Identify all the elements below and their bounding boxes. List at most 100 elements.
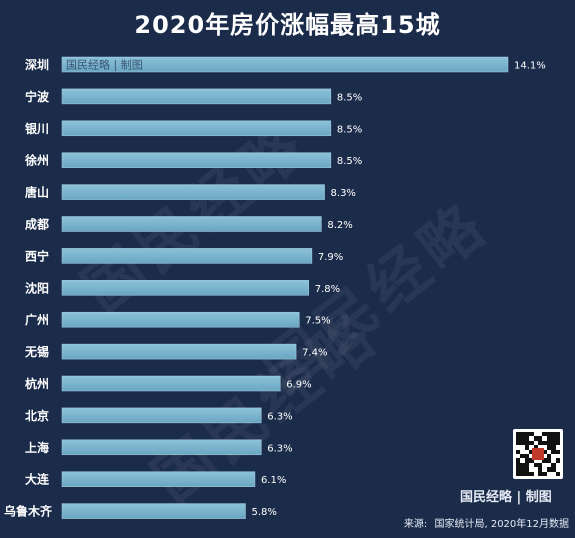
source-label: 来源: xyxy=(403,519,428,530)
qr-module xyxy=(520,432,525,437)
qr-module xyxy=(524,440,530,446)
qr-module xyxy=(546,458,552,463)
value-label: 7.5% xyxy=(305,316,330,327)
qr-module xyxy=(529,458,534,463)
value-label: 6.9% xyxy=(286,380,311,391)
qr-module xyxy=(555,471,560,476)
qr-module xyxy=(529,432,534,437)
qr-module xyxy=(520,467,525,472)
bar xyxy=(61,407,262,424)
brand-label: 国民经略 | 制图 xyxy=(460,490,552,505)
qr-module xyxy=(538,467,543,472)
qr-module xyxy=(542,432,547,437)
value-label: 14.1% xyxy=(514,61,546,72)
category-label: 唐山 xyxy=(25,185,49,200)
qr-module xyxy=(542,440,547,446)
category-label: 银川 xyxy=(25,121,49,136)
qr-module xyxy=(551,445,556,450)
bar xyxy=(61,152,332,168)
bar xyxy=(61,375,281,392)
value-label: 8.5% xyxy=(337,92,362,103)
qr-module xyxy=(524,432,530,437)
value-label: 7.9% xyxy=(318,252,343,263)
qr-module xyxy=(516,432,521,437)
qr-module xyxy=(533,462,538,468)
category-label: 大连 xyxy=(25,472,50,487)
qr-module xyxy=(516,471,521,476)
qr-module xyxy=(524,445,530,450)
qr-module xyxy=(551,462,556,468)
qr-module xyxy=(542,449,547,454)
value-label: 8.5% xyxy=(337,124,362,135)
qr-module xyxy=(520,440,525,446)
bar xyxy=(61,503,246,519)
qr-module xyxy=(520,462,525,468)
qr-module xyxy=(524,436,530,441)
category-label: 杭州 xyxy=(25,376,49,391)
qr-center-logo xyxy=(532,448,544,460)
qr-module xyxy=(529,471,534,476)
qr-module xyxy=(516,436,521,441)
qr-module xyxy=(546,440,552,446)
category-label: 乌鲁木齐 xyxy=(4,504,53,519)
qr-module xyxy=(546,445,552,450)
qr-module xyxy=(524,467,530,472)
category-label: 成都 xyxy=(25,217,49,232)
qr-module xyxy=(529,440,534,446)
qr-module xyxy=(538,462,543,468)
qr-module xyxy=(555,458,560,463)
value-label: 8.5% xyxy=(337,156,362,167)
qr-module xyxy=(546,436,552,441)
qr-module xyxy=(524,471,530,476)
qr-module xyxy=(520,436,525,441)
source-note: 来源: 国家统计局, 2020年12月数据 xyxy=(404,515,569,531)
value-label: 8.3% xyxy=(331,188,356,199)
qr-module xyxy=(551,440,556,446)
bar xyxy=(61,120,332,137)
category-label: 深圳 xyxy=(25,57,49,72)
qr-module xyxy=(551,449,556,454)
bar xyxy=(61,439,262,456)
qr-module xyxy=(546,432,552,437)
qr-module xyxy=(516,440,521,446)
qr-module xyxy=(542,471,547,476)
qr-module xyxy=(538,471,543,476)
bar xyxy=(61,311,300,328)
value-label: 8.2% xyxy=(327,220,352,231)
bar xyxy=(61,248,313,264)
category-label: 沈阳 xyxy=(25,280,49,295)
category-label: 西宁 xyxy=(25,248,49,263)
qr-module xyxy=(551,467,556,472)
category-label: 广州 xyxy=(25,312,49,327)
qr-module xyxy=(520,471,525,476)
qr-module xyxy=(524,462,530,468)
bar xyxy=(61,471,256,487)
value-label: 6.3% xyxy=(267,443,292,454)
category-label: 无锡 xyxy=(24,344,49,359)
qr-module xyxy=(542,458,547,463)
qr-module xyxy=(516,462,521,468)
chart-title: 2020年房价涨幅最高15城 xyxy=(134,11,441,39)
qr-module xyxy=(555,436,560,441)
category-label: 宁波 xyxy=(25,89,50,104)
qr-module xyxy=(529,449,534,454)
bar xyxy=(61,280,309,296)
value-label: 6.1% xyxy=(261,475,286,486)
qr-module xyxy=(555,449,560,454)
qr-module xyxy=(555,440,560,446)
qr-module xyxy=(516,449,521,454)
qr-module xyxy=(524,458,530,463)
qr-module xyxy=(551,436,556,441)
qr-code xyxy=(513,429,563,479)
qr-module xyxy=(555,432,560,437)
qr-module xyxy=(551,432,556,437)
category-label: 上海 xyxy=(25,440,49,455)
value-label: 7.4% xyxy=(302,348,327,359)
qr-module xyxy=(546,467,552,472)
value-label: 5.8% xyxy=(251,507,276,518)
bar xyxy=(61,56,509,73)
bar xyxy=(61,88,332,105)
qr-module xyxy=(533,436,538,441)
qr-module xyxy=(538,436,543,441)
